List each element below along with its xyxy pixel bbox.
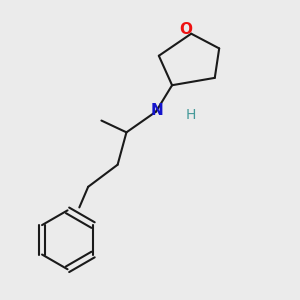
Text: O: O bbox=[179, 22, 192, 37]
Text: N: N bbox=[151, 103, 164, 118]
Text: H: H bbox=[186, 108, 196, 122]
